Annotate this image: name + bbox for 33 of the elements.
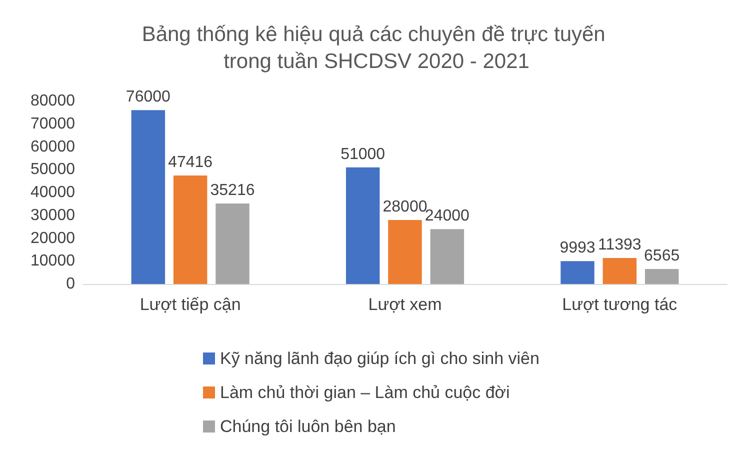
legend-label: Chúng tôi luôn bên bạn (220, 417, 396, 436)
bar (560, 261, 594, 284)
data-label: 6565 (644, 247, 680, 264)
bar (131, 110, 166, 284)
y-tick-label: 80000 (30, 92, 76, 110)
y-tick-label: 70000 (30, 115, 76, 132)
data-label: 47416 (168, 154, 213, 172)
bar (388, 220, 422, 284)
data-label: 35216 (210, 182, 255, 199)
bar (346, 167, 380, 284)
y-tick-label: 50000 (30, 161, 76, 178)
y-tick-label: 40000 (30, 184, 76, 201)
y-tick-label: 60000 (30, 138, 76, 156)
bar (430, 229, 464, 284)
x-tick-label: Lượt xem (368, 295, 442, 314)
bar (173, 176, 208, 284)
bar (602, 258, 637, 284)
legend-label: Làm chủ thời gian – Làm chủ cuộc đời (220, 383, 510, 402)
data-label: 11393 (598, 236, 642, 254)
bar (644, 268, 679, 284)
y-tick-label: 10000 (30, 252, 76, 270)
y-tick-label: 30000 (30, 206, 76, 224)
data-label: 9993 (560, 240, 596, 257)
legend-label: Kỹ năng lãnh đạo giúp ích gì cho sinh viên (220, 349, 540, 368)
bar (216, 203, 250, 284)
x-tick-label: Lượt tương tác (562, 295, 678, 314)
y-tick-label: 20000 (30, 230, 76, 247)
x-tick-label: Lượt tiếp cận (140, 295, 241, 314)
data-label: 51000 (340, 146, 386, 163)
data-label: 76000 (126, 88, 171, 106)
chart-title: Bảng thống kê hiệu quả các chuyên đề trực tuyến trong tuần SHCDSV 2020 - 2021 (142, 23, 612, 73)
y-tick-label: 0 (66, 276, 76, 292)
data-label: 28000 (382, 198, 428, 216)
